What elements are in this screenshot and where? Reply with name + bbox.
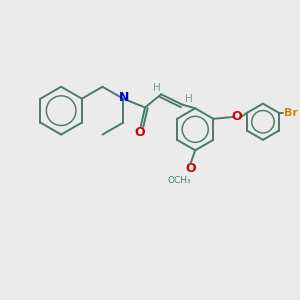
Text: O: O — [135, 126, 146, 139]
Text: O: O — [231, 110, 242, 123]
Text: H: H — [184, 94, 192, 104]
Text: N: N — [118, 91, 129, 104]
Text: OCH₃: OCH₃ — [167, 176, 191, 185]
Text: O: O — [185, 162, 196, 175]
Text: H: H — [153, 83, 160, 93]
Text: Br: Br — [284, 108, 297, 118]
